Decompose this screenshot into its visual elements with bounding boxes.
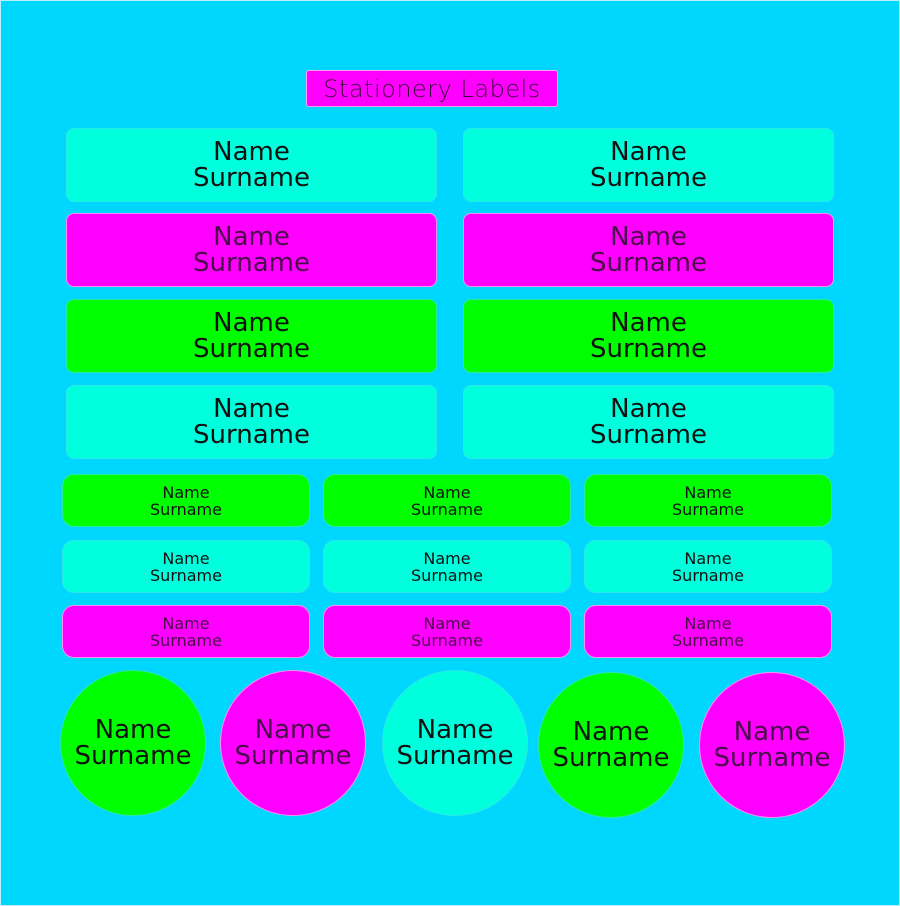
medium-label: Name Surname — [62, 605, 310, 658]
circle-label: Name Surname — [60, 670, 206, 816]
circle-label: Name Surname — [220, 670, 366, 816]
medium-label: Name Surname — [323, 605, 571, 658]
label-surname: Surname — [193, 163, 310, 193]
label-surname: Surname — [411, 565, 483, 585]
label-name: Name — [162, 548, 210, 568]
large-label: Name Surname — [463, 385, 834, 459]
large-label: Name Surname — [463, 299, 834, 373]
label-name: Name — [610, 222, 687, 252]
label-name: Name — [684, 613, 732, 633]
medium-label: Name Surname — [584, 474, 832, 527]
label-surname: Surname — [193, 248, 310, 278]
medium-label: Name Surname — [584, 605, 832, 658]
label-name: Name — [254, 715, 332, 745]
label-name: Name — [423, 613, 471, 633]
label-name: Name — [213, 394, 290, 424]
label-name: Name — [684, 482, 732, 502]
circle-label: Name Surname — [382, 670, 528, 816]
large-label: Name Surname — [66, 299, 437, 373]
page-title: Stationery Labels — [306, 70, 558, 107]
large-label: Name Surname — [66, 213, 437, 287]
label-name: Name — [423, 548, 471, 568]
label-name: Name — [572, 717, 650, 747]
label-surname: Surname — [396, 741, 514, 771]
label-name: Name — [610, 137, 687, 167]
label-surname: Surname — [193, 334, 310, 364]
label-surname: Surname — [672, 630, 744, 650]
label-surname: Surname — [150, 630, 222, 650]
large-label: Name Surname — [463, 213, 834, 287]
label-surname: Surname — [590, 163, 707, 193]
label-name: Name — [610, 308, 687, 338]
label-name: Name — [684, 548, 732, 568]
label-name: Name — [733, 717, 811, 747]
label-name: Name — [94, 715, 172, 745]
label-surname: Surname — [150, 565, 222, 585]
medium-label: Name Surname — [323, 474, 571, 527]
label-name: Name — [213, 308, 290, 338]
label-name: Name — [213, 222, 290, 252]
label-surname: Surname — [672, 499, 744, 519]
label-name: Name — [610, 394, 687, 424]
label-surname: Surname — [590, 334, 707, 364]
circle-label: Name Surname — [699, 672, 845, 818]
label-name: Name — [162, 613, 210, 633]
label-name: Name — [213, 137, 290, 167]
medium-label: Name Surname — [323, 540, 571, 593]
label-surname: Surname — [74, 741, 192, 771]
label-surname: Surname — [590, 248, 707, 278]
label-surname: Surname — [193, 420, 310, 450]
label-surname: Surname — [411, 630, 483, 650]
medium-label: Name Surname — [584, 540, 832, 593]
large-label: Name Surname — [66, 385, 437, 459]
label-name: Name — [423, 482, 471, 502]
label-surname: Surname — [234, 741, 352, 771]
label-surname: Surname — [150, 499, 222, 519]
large-label: Name Surname — [463, 128, 834, 202]
label-surname: Surname — [411, 499, 483, 519]
label-surname: Surname — [713, 743, 831, 773]
label-name: Name — [416, 715, 494, 745]
circle-label: Name Surname — [538, 672, 684, 818]
medium-label: Name Surname — [62, 474, 310, 527]
label-surname: Surname — [672, 565, 744, 585]
medium-label: Name Surname — [62, 540, 310, 593]
label-surname: Surname — [590, 420, 707, 450]
large-label: Name Surname — [66, 128, 437, 202]
label-name: Name — [162, 482, 210, 502]
label-surname: Surname — [552, 743, 670, 773]
